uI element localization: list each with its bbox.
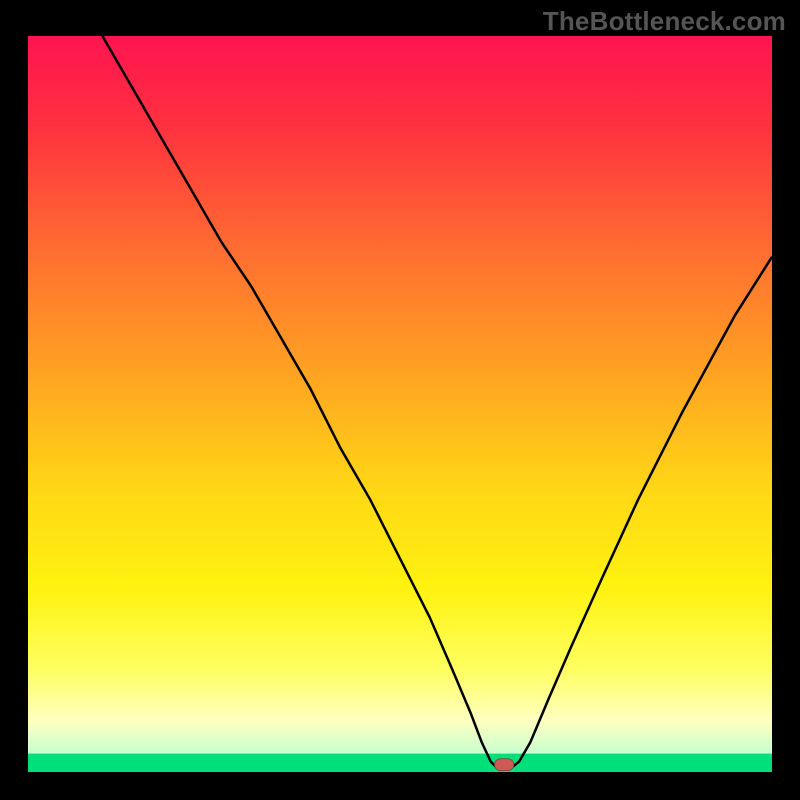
plot-area — [28, 36, 772, 772]
chart-frame: TheBottleneck.com — [0, 0, 800, 800]
bottom-green-band — [28, 754, 772, 772]
watermark-text: TheBottleneck.com — [543, 6, 786, 37]
gradient-background — [28, 36, 772, 772]
minimum-marker — [494, 759, 513, 771]
plot-svg — [28, 36, 772, 772]
